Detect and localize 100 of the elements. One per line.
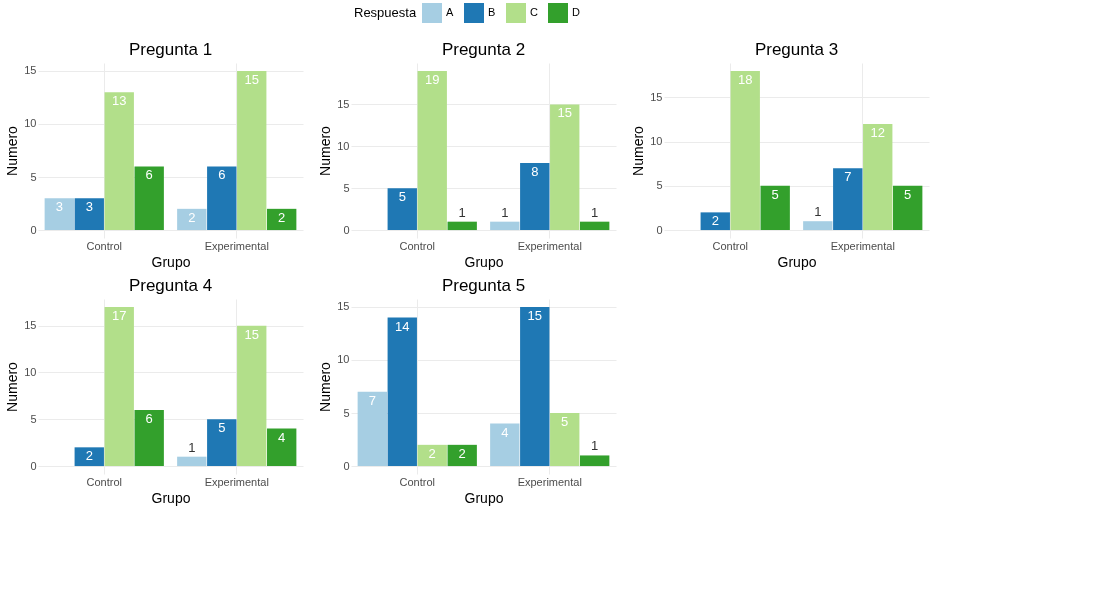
bar — [237, 325, 267, 467]
y-tick-label: 15 — [24, 64, 37, 77]
data-label: 15 — [557, 105, 572, 121]
y-tick-label: 15 — [337, 97, 350, 110]
chart-title: Pregunta 1 — [128, 40, 213, 59]
y-tick-label: 5 — [30, 412, 37, 425]
data-label: 2 — [428, 445, 436, 461]
bar — [700, 212, 730, 231]
bar — [490, 221, 520, 231]
y-tick-label: 15 — [650, 90, 663, 103]
data-label: 15 — [244, 71, 259, 87]
data-label: 18 — [738, 71, 753, 87]
bar — [177, 208, 207, 231]
data-label: 1 — [188, 439, 196, 455]
bar — [863, 123, 893, 231]
data-label: 6 — [218, 167, 226, 183]
bar — [417, 444, 447, 467]
x-tick-label: Experimental — [830, 239, 895, 252]
x-axis-title: Grupo — [464, 253, 504, 270]
bar — [237, 70, 267, 231]
bar — [447, 221, 477, 231]
y-tick-label: 0 — [30, 223, 37, 236]
x-axis-title: Grupo — [151, 253, 191, 270]
y-tick-label: 0 — [30, 459, 37, 472]
y-tick-label: 15 — [337, 300, 350, 313]
y-tick-label: 10 — [24, 117, 37, 130]
data-label: 5 — [771, 186, 779, 202]
legend-label: A — [446, 6, 454, 18]
data-label: 4 — [501, 424, 509, 440]
data-label: 5 — [561, 414, 569, 430]
x-axis-title: Grupo — [464, 489, 504, 506]
bar — [490, 423, 520, 467]
data-label: 15 — [244, 326, 259, 342]
y-axis-title: Numero — [317, 361, 334, 412]
bar — [893, 185, 923, 231]
chart-title: Pregunta 5 — [441, 276, 526, 295]
data-label: 1 — [591, 204, 599, 220]
x-tick-label: Control — [86, 239, 122, 252]
y-tick-label: 15 — [24, 319, 37, 332]
data-label: 7 — [844, 169, 852, 185]
bar — [417, 70, 447, 231]
y-tick-label: 0 — [656, 223, 663, 236]
data-label: 5 — [398, 189, 406, 205]
x-tick-label: Control — [399, 475, 435, 488]
legend-label: D — [572, 6, 580, 18]
bar — [267, 428, 297, 467]
y-axis-title: Numero — [4, 125, 21, 176]
data-label: 1 — [458, 204, 466, 220]
y-tick-label: 5 — [656, 179, 663, 192]
bar — [357, 391, 387, 467]
x-tick-label: Experimental — [517, 475, 582, 488]
y-tick-label: 10 — [650, 135, 663, 148]
legend-label: C — [530, 6, 538, 18]
chart-title: Pregunta 3 — [754, 40, 839, 59]
data-label: 7 — [368, 392, 376, 408]
data-label: 3 — [55, 199, 63, 215]
y-tick-label: 0 — [343, 223, 350, 236]
x-tick-label: Control — [712, 239, 748, 252]
bar — [730, 70, 760, 231]
x-axis-title: Grupo — [151, 489, 191, 506]
legend-title: Respuesta — [354, 5, 417, 20]
x-tick-label: Experimental — [204, 475, 269, 488]
y-tick-label: 10 — [337, 353, 350, 366]
legend-label: B — [488, 6, 496, 18]
y-axis-title: Numero — [630, 125, 647, 176]
x-tick-label: Control — [86, 475, 122, 488]
data-label: 2 — [711, 213, 719, 229]
bar — [387, 188, 417, 231]
bar — [550, 104, 580, 231]
chart-title: Pregunta 4 — [128, 276, 213, 295]
bar — [74, 447, 104, 467]
bar — [44, 198, 74, 231]
data-label: 17 — [112, 307, 127, 323]
bar — [803, 221, 833, 231]
data-label: 2 — [188, 209, 196, 225]
bar — [104, 92, 134, 231]
bar — [104, 306, 134, 467]
bar — [447, 444, 477, 467]
bar — [267, 208, 297, 231]
data-label: 1 — [501, 204, 509, 220]
y-axis-title: Numero — [4, 361, 21, 412]
x-tick-label: Experimental — [517, 239, 582, 252]
bar — [550, 413, 580, 467]
bar — [520, 306, 550, 467]
bar — [134, 409, 164, 467]
data-label: 1 — [591, 438, 599, 454]
data-label: 6 — [145, 167, 153, 183]
bar — [387, 317, 417, 467]
bar — [134, 166, 164, 231]
y-tick-label: 10 — [24, 365, 37, 378]
data-label: 8 — [531, 164, 539, 180]
y-tick-label: 5 — [30, 170, 37, 183]
data-label: 5 — [904, 186, 912, 202]
y-tick-label: 0 — [343, 459, 350, 472]
bar — [520, 163, 550, 231]
data-label: 1 — [814, 204, 822, 220]
data-label: 2 — [278, 209, 286, 225]
data-label: 12 — [870, 124, 885, 140]
data-label: 6 — [145, 410, 153, 426]
data-label: 3 — [85, 199, 93, 215]
